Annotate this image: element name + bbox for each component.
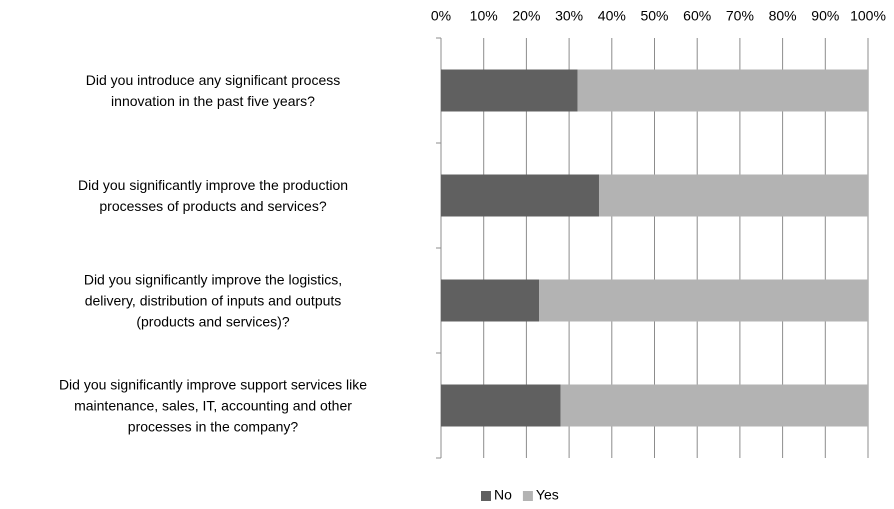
x-tick-label: 60% bbox=[683, 8, 711, 24]
x-tick-label: 90% bbox=[811, 8, 839, 24]
x-tick-label: 0% bbox=[431, 8, 451, 24]
bar-segment bbox=[441, 174, 599, 217]
x-tick-label: 70% bbox=[726, 8, 754, 24]
bar-segment bbox=[598, 174, 868, 217]
legend-swatch bbox=[481, 491, 491, 501]
category-label: Did you significantly improve the produc… bbox=[77, 176, 349, 214]
x-tick-label: 100% bbox=[850, 8, 886, 24]
legend-swatch bbox=[522, 491, 533, 501]
legend-label: No bbox=[494, 487, 512, 503]
legend-label: Yes bbox=[536, 487, 559, 503]
bar-segment bbox=[577, 69, 868, 112]
bar-segment bbox=[560, 384, 868, 427]
bar-segment bbox=[441, 69, 578, 112]
x-tick-label: 50% bbox=[640, 8, 668, 24]
x-tick-label: 20% bbox=[512, 8, 540, 24]
category-label: Did you introduce any significant proces… bbox=[85, 71, 341, 109]
category-label: Did you significantly improve the logist… bbox=[83, 271, 343, 329]
x-tick-label: 30% bbox=[555, 8, 583, 24]
bar-segment bbox=[441, 384, 561, 427]
x-tick-label: 80% bbox=[769, 8, 797, 24]
x-tick-label: 40% bbox=[598, 8, 626, 24]
bar-segment bbox=[441, 279, 540, 322]
bar-segment bbox=[539, 279, 868, 322]
x-tick-label: 10% bbox=[470, 8, 498, 24]
category-label: Did you significantly improve support se… bbox=[58, 376, 368, 434]
